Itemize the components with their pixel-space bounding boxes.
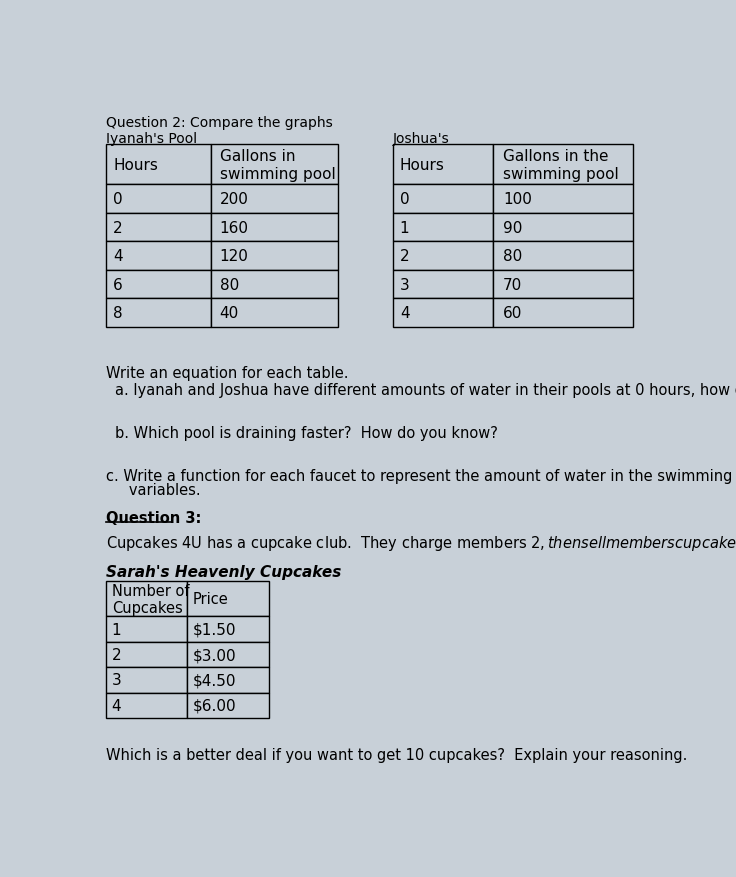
Bar: [106, 693, 188, 718]
Bar: [106, 185, 210, 214]
Bar: [106, 667, 188, 693]
Text: b. Which pool is draining faster?  How do you know?: b. Which pool is draining faster? How do…: [116, 425, 498, 440]
Bar: [106, 299, 210, 327]
Text: Price: Price: [193, 591, 229, 607]
Text: Write an equation for each table.: Write an equation for each table.: [106, 365, 348, 381]
Text: 2: 2: [400, 249, 409, 264]
Text: Number of
Cupcakes: Number of Cupcakes: [112, 583, 189, 615]
Text: 0: 0: [113, 192, 123, 207]
Bar: [106, 271, 210, 299]
Text: 2: 2: [112, 647, 121, 662]
Bar: [106, 242, 210, 271]
Bar: [210, 242, 339, 271]
Text: Hours: Hours: [113, 158, 158, 173]
Bar: [393, 271, 493, 299]
Text: variables.: variables.: [116, 483, 201, 498]
Text: 1: 1: [112, 622, 121, 637]
Text: 8: 8: [113, 306, 123, 321]
Text: 40: 40: [219, 306, 238, 321]
Text: 70: 70: [503, 277, 523, 292]
Bar: [106, 617, 188, 642]
Text: $4.50: $4.50: [193, 673, 236, 688]
Text: 2: 2: [113, 220, 123, 235]
Text: $1.50: $1.50: [193, 622, 236, 637]
Text: Gallons in
swimming pool: Gallons in swimming pool: [219, 149, 336, 182]
Text: 60: 60: [503, 306, 523, 321]
Bar: [106, 642, 188, 667]
Text: 120: 120: [219, 249, 249, 264]
Text: c. Write a function for each faucet to represent the amount of water in the swim: c. Write a function for each faucet to r…: [106, 468, 736, 483]
Text: 4: 4: [112, 698, 121, 713]
Bar: [493, 214, 633, 242]
Text: 0: 0: [400, 192, 409, 207]
Bar: [106, 214, 210, 242]
Text: 3: 3: [400, 277, 409, 292]
Bar: [188, 617, 269, 642]
Text: 90: 90: [503, 220, 523, 235]
Text: 4: 4: [113, 249, 123, 264]
Text: 1: 1: [400, 220, 409, 235]
Bar: [493, 271, 633, 299]
Bar: [210, 146, 339, 185]
Text: Which is a better deal if you want to get 10 cupcakes?  Explain your reasoning.: Which is a better deal if you want to ge…: [106, 747, 687, 762]
Text: Iyanah's Pool: Iyanah's Pool: [106, 132, 197, 146]
Bar: [393, 146, 493, 185]
Bar: [393, 299, 493, 327]
Bar: [188, 667, 269, 693]
Bar: [188, 693, 269, 718]
Bar: [188, 642, 269, 667]
Text: 6: 6: [113, 277, 123, 292]
Text: Gallons in the
swimming pool: Gallons in the swimming pool: [503, 149, 619, 182]
Bar: [188, 581, 269, 617]
Bar: [393, 242, 493, 271]
Text: Joshua's: Joshua's: [393, 132, 450, 146]
Bar: [210, 185, 339, 214]
Bar: [106, 146, 210, 185]
Text: 3: 3: [112, 673, 121, 688]
Text: Question 2: Compare the graphs: Question 2: Compare the graphs: [106, 116, 333, 130]
Bar: [493, 185, 633, 214]
Text: 160: 160: [219, 220, 249, 235]
Text: Sarah's Heavenly Cupcakes: Sarah's Heavenly Cupcakes: [106, 565, 342, 580]
Text: $6.00: $6.00: [193, 698, 237, 713]
Text: a. Iyanah and Joshua have different amounts of water in their pools at 0 hours, : a. Iyanah and Joshua have different amou…: [116, 382, 736, 397]
Bar: [493, 242, 633, 271]
Text: 80: 80: [503, 249, 523, 264]
Text: 100: 100: [503, 192, 532, 207]
Text: 4: 4: [400, 306, 409, 321]
Bar: [106, 581, 188, 617]
Text: 200: 200: [219, 192, 249, 207]
Bar: [493, 146, 633, 185]
Bar: [393, 214, 493, 242]
Text: Question 3:: Question 3:: [106, 510, 202, 525]
Bar: [210, 271, 339, 299]
Bar: [493, 299, 633, 327]
Bar: [210, 214, 339, 242]
Text: Hours: Hours: [400, 158, 445, 173]
Text: 80: 80: [219, 277, 238, 292]
Bar: [210, 299, 339, 327]
Text: Cupcakes 4U has a cupcake club.  They charge members $2, then sell members cupca: Cupcakes 4U has a cupcake club. They cha…: [106, 533, 736, 553]
Bar: [393, 185, 493, 214]
Text: $3.00: $3.00: [193, 647, 237, 662]
